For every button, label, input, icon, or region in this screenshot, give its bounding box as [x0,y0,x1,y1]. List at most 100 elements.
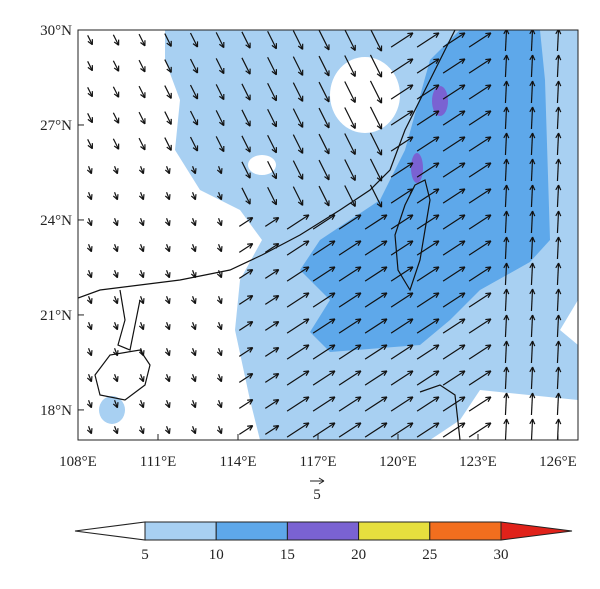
wind-arrow [312,370,336,386]
wind-arrow-head [247,243,254,249]
colorbar-segment [429,521,502,541]
wind-arrow-head [113,117,120,124]
wind-arrow-head [297,199,304,206]
wind-arrow-head [247,399,254,405]
wind-arrow-head [86,272,93,279]
wind-arrow [318,55,330,77]
wind-arrow-head [407,136,414,143]
wind-arrow [369,158,383,182]
wind-arrow [530,392,534,416]
wind-arrow-head [459,162,466,169]
wind-arrow [238,399,254,409]
wind-arrow-head [355,344,362,351]
wind-arrow [556,366,560,390]
wind-arrow-head [350,200,356,207]
wind-arrow-head [86,298,93,305]
wind-arrow [468,266,492,282]
wind-arrow [390,110,414,126]
wind-arrow-head [271,147,277,154]
wind-arrow-head [247,321,254,327]
wind-arrow [369,80,383,104]
wind-arrow-head [529,262,536,269]
wind-arrow [390,188,414,204]
wind-arrow [504,340,508,364]
shade-5-10 [99,396,125,424]
wind-arrow-head [407,32,414,39]
wind-arrow [369,54,383,78]
wind-arrow-head [324,96,330,103]
colorbar: 5 10 15 20 25 30 [74,521,573,563]
wind-arrow [364,344,388,360]
wind-arrow-head [485,84,492,91]
wind-arrow [390,370,414,386]
wind-arrow [556,158,560,182]
wind-arrow [442,370,466,386]
wind-arrow [504,418,508,440]
wind-arrow [241,109,251,127]
wind-arrow-head [355,422,362,429]
wind-arrow-head [297,43,304,50]
wind-arrow [390,58,414,74]
wind-arrow-head [355,292,362,299]
wind-arrow [416,162,440,178]
wind-arrow [556,106,560,130]
wind-arrow-head [190,246,197,253]
wind-arrow [264,243,280,253]
wind-arrow [530,210,534,234]
wind-arrow-head [164,298,171,305]
wind-arrow-head [271,95,277,102]
wind-arrow-head [433,318,440,325]
wind-arrow-head [86,194,93,201]
wind-arrow [530,30,534,52]
wind-arrow-head [407,422,414,429]
wind-arrow-head [164,168,171,175]
wind-arrow [267,82,277,102]
wind-arrow [370,30,383,52]
wind-arrow [312,344,336,360]
wind-arrow-head [324,122,330,129]
wind-arrow-head [485,422,492,429]
wind-arrow-head [164,272,171,279]
wind-arrow-head [376,149,383,156]
wind-arrow [530,418,534,440]
wind-arrow [416,422,440,438]
wind-arrow [390,318,414,334]
wind-arrow [238,373,254,383]
wind-arrow-head [164,376,171,383]
y-tick-label: 21°N [40,308,72,324]
wind-arrow-head [433,136,440,143]
wind-arrow-head [433,266,440,273]
wind-arrow [112,86,120,98]
wind-arrow-head [273,425,280,431]
wind-arrow [215,58,225,74]
wind-arrow [416,58,440,74]
wind-arrow [264,399,280,409]
wind-arrow [138,85,146,99]
wind-arrow-head [190,220,197,227]
colorbar-segment [286,521,360,541]
wind-arrow [468,370,492,386]
wind-arrow-head [216,350,223,357]
wind-arrow [292,160,304,180]
wind-arrow-head [459,188,466,195]
wind-arrow-head [112,402,119,409]
wind-arrow [164,137,172,151]
wind-arrow [442,344,466,360]
wind-arrow [530,340,534,364]
wind-arrow-head [273,243,280,249]
wind-arrow [241,31,251,49]
wind-arrow [189,58,199,74]
wind-arrow-head [273,295,280,301]
wind-arrow-head [376,97,383,104]
wind-arrow [267,186,277,206]
wind-arrow [416,110,440,126]
wind-arrow-head [303,370,310,377]
wind-arrow-head [376,45,383,52]
wind-arrow-head [324,70,330,77]
wind-arrow-head [407,214,414,221]
colorbar-label: 10 [209,547,224,563]
wind-arrow [338,318,362,334]
wind-arrow-head [503,158,510,165]
wind-arrow-head [324,148,330,155]
wind-arrow-head [555,132,562,139]
